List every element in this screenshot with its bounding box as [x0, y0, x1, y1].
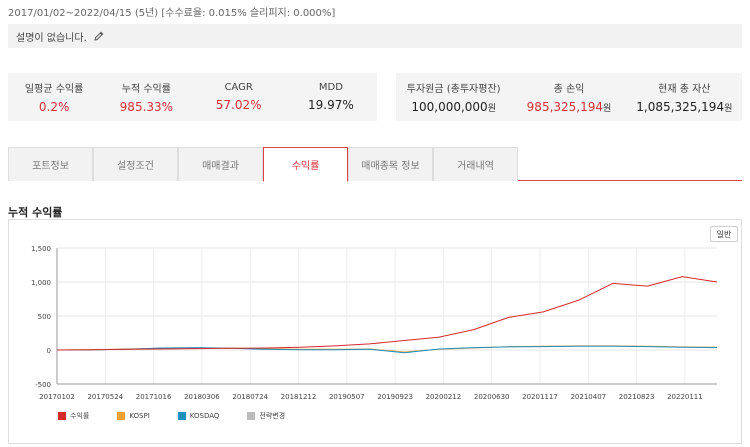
normal-scale-button[interactable]: 일반 [710, 226, 738, 242]
stat-current-assets: 현재 총 자산 1,085,325,194원 [627, 73, 742, 121]
stat-label: 누적 수익률 [121, 84, 171, 95]
tab-trade-items[interactable]: 매매종목 정보 [348, 147, 433, 181]
section-title: 누적 수익률 [8, 206, 63, 219]
stat-daily-return: 일평균 수익률 0.2% [8, 73, 100, 121]
stat-amount: 985,325,194 [526, 100, 604, 114]
tab-settings[interactable]: 설정조건 [93, 147, 178, 181]
stat-unit: 원 [487, 104, 496, 114]
legend-swatch [117, 412, 126, 420]
tab-port-info[interactable]: 포트정보 [8, 147, 93, 181]
chart-container [8, 219, 742, 444]
legend-item[interactable]: KOSDAQ [177, 411, 220, 421]
stat-unit: 원 [724, 104, 733, 114]
stat-label: 총 손익 [553, 84, 585, 95]
stat-value: 985,325,194원 [527, 100, 612, 114]
stat-principal: 투자원금 (총투자평잔) 100,000,000원 [396, 73, 511, 121]
tab-trade-result[interactable]: 매매결과 [178, 147, 263, 181]
stat-label: 투자원금 (총투자평잔) [406, 84, 501, 95]
stat-label: 현재 총 자산 [658, 84, 711, 95]
legend-swatch [58, 412, 66, 420]
edit-pencil-icon[interactable] [93, 30, 105, 42]
tab-trade-history[interactable]: 거래내역 [433, 147, 518, 181]
period-info: 2017/01/02~2022/04/15 (5년) [수수료율: 0.015%… [8, 8, 336, 19]
stat-value: 57.02% [215, 98, 262, 112]
stat-amount: 1,085,325,194 [636, 100, 725, 114]
legend-label: 수익률 [70, 412, 90, 420]
stat-mdd: MDD 19.97% [285, 73, 377, 121]
stat-total-profit: 총 손익 985,325,194원 [511, 73, 626, 121]
stat-value: 0.2% [38, 100, 70, 114]
legend-label: KOSPI [129, 412, 150, 420]
stats-panel-assets: 투자원금 (총투자평잔) 100,000,000원 총 손익 985,325,1… [396, 73, 742, 121]
stat-label: CAGR [224, 82, 253, 93]
description-text: 설명이 없습니다. [16, 32, 87, 44]
legend-item[interactable]: 수익률 [58, 411, 89, 421]
stat-value: 100,000,000원 [411, 100, 496, 114]
legend-item[interactable]: 전략변경 [247, 411, 285, 421]
stat-value: 19.97% [307, 98, 354, 112]
stat-amount: 100,000,000 [411, 100, 488, 114]
stat-label: 일평균 수익률 [24, 84, 84, 95]
legend-swatch [247, 412, 256, 420]
stats-panel-returns: 일평균 수익률 0.2% 누적 수익률 985.33% CAGR 57.02% … [8, 73, 377, 121]
legend-label: KOSDAQ [189, 412, 220, 420]
stat-value: 985.33% [119, 100, 174, 114]
tab-returns[interactable]: 수익률 [263, 147, 348, 182]
stat-unit: 원 [603, 104, 612, 114]
legend-item[interactable]: KOSPI [117, 411, 150, 421]
stat-cumulative-return: 누적 수익률 985.33% [100, 73, 192, 121]
stat-value: 1,085,325,194원 [636, 100, 732, 114]
stat-cagr: CAGR 57.02% [193, 73, 285, 121]
legend-swatch [177, 412, 186, 420]
legend-label: 전략변경 [259, 412, 286, 420]
result-tabs: 포트정보 설정조건 매매결과 수익률 매매종목 정보 거래내역 [8, 147, 742, 182]
stat-label: MDD [318, 82, 343, 93]
description-box: 설명이 없습니다. [8, 24, 742, 48]
chart-legend: 수익률 KOSPI KOSDAQ 전략변경 [58, 411, 285, 421]
